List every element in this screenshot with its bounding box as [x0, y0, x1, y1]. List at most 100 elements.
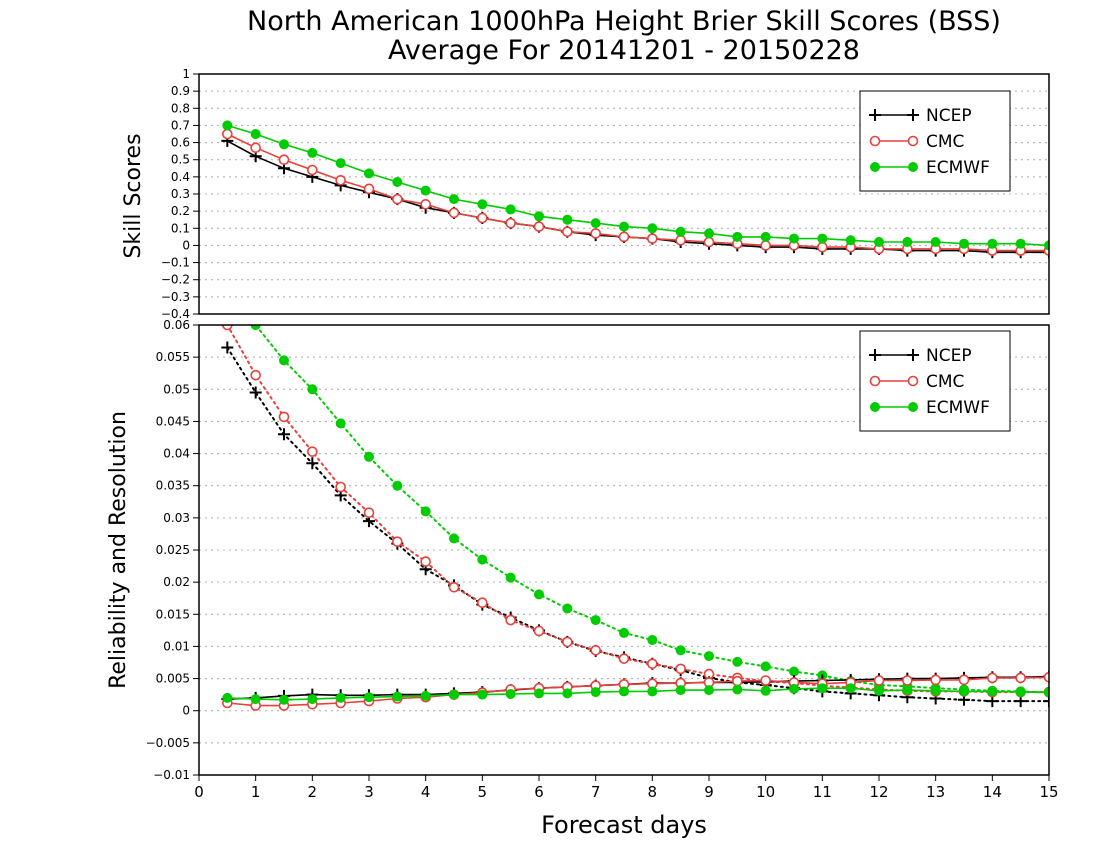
panel-2-ecmwf-reliability-series-point: [307, 694, 318, 705]
panel-2-ecmwf-reliability-series-point: [335, 692, 346, 703]
panel-1-cmc-series-point: [278, 154, 290, 166]
panel-2-ecmwf-reliability-series-point: [902, 685, 913, 696]
panel-2-ecmwf-resolution-series-point: [732, 656, 743, 667]
panel-2-y-tick-label: 0.05: [163, 382, 190, 396]
panel-1-legend-entry-ecmwf: ECMWF: [870, 158, 990, 178]
x-tick-label: 10: [756, 783, 775, 801]
panel-1-y-tick-label: 0.3: [171, 187, 190, 201]
panel-2-legend-label: ECMWF: [926, 398, 990, 418]
panel-2-cmc-reliability-series-point: [1015, 672, 1026, 684]
panel-2-cmc-resolution-series-point: [278, 411, 290, 423]
panel-1-y-tick-label: 0.8: [171, 101, 190, 115]
chart-layer: −0.4 −0.3 −0.2 −0.1 0 0.1 0.2 0.3 0.4 0.5 0.6 0.7 0.…: [146, 67, 1059, 801]
panel-2-cmc-resolution-series-point: [335, 481, 346, 493]
panel-2-cmc-reliability-series-point: [1043, 671, 1049, 683]
panel-2-y-tick-label: 0.03: [163, 511, 190, 525]
panel-2-y-tick-label: 0.04: [163, 447, 190, 461]
panel-1-cmc-series-point: [420, 198, 431, 210]
x-axis-label: Forecast days: [541, 811, 707, 839]
x-tick-label: 11: [813, 783, 832, 801]
panel-2-cmc-resolution-series-point: [533, 625, 545, 637]
panel-2-ecmwf-resolution-series-point: [562, 603, 573, 614]
panel-1-ecmwf-series-point: [279, 139, 289, 150]
panel-1-ecmwf-series-point: [307, 147, 318, 158]
panel-2-ecmwf-resolution-series-point: [647, 635, 658, 645]
panel-2-y-tick-label: −0.005: [146, 736, 190, 750]
panel-1-y-tick-label: 1: [182, 67, 190, 81]
panel-2-cmc-resolution-series-point: [392, 536, 403, 547]
panel-2-y-tick-label: 0.01: [163, 639, 190, 653]
panel-2-ecmwf-resolution-series-point: [307, 384, 318, 395]
panel-2-ncep-resolution-series-point: [278, 428, 290, 441]
panel-1-ecmwf-series-point: [789, 233, 799, 244]
panel-2-cmc-resolution-series-point: [222, 325, 233, 331]
panel-2-legend-marker: [870, 402, 880, 412]
panel-1-y-tick-label: −0.2: [161, 273, 190, 287]
panel-2-cmc-resolution-series-point: [448, 581, 460, 593]
panel-1-cmc-series-point: [222, 128, 233, 140]
panel-1-ecmwf-series-point: [222, 120, 233, 131]
panel-2-ecmwf-reliability-series-point: [675, 685, 686, 696]
panel-2-cmc-resolution-series-point: [505, 614, 516, 626]
panel-2-legend: NCEP CMC ECMWF: [859, 330, 1011, 432]
panel-1-ecmwf-series-point: [619, 221, 629, 232]
panel-2-ecmwf-resolution-series-point: [364, 451, 374, 462]
panel-2-ecmwf-reliability-series-point: [732, 684, 743, 695]
panel-2-ecmwf-resolution-series-point: [760, 661, 771, 672]
panel-1-legend-marker: [907, 109, 919, 121]
panel-1-ecmwf-series-point: [959, 238, 969, 249]
panel-1-y-tick-label: 0.9: [171, 84, 190, 98]
panel-1-legend-marker: [870, 162, 880, 172]
panel-2-plot: −0.01 −0.005 0 0.005 0.01 0.015 0.02 0.025 0.03 0…: [146, 318, 1050, 782]
panel-2-ecmwf-resolution-series-point: [675, 645, 686, 656]
panel-1-y-tick-label: −0.1: [161, 256, 190, 270]
panel-1-ecmwf-series-point: [675, 226, 686, 237]
panel-1-ecmwf-series: [222, 120, 1049, 251]
panel-1-series-group: [221, 120, 1049, 259]
panel-1-ecmwf-series-point: [845, 235, 856, 246]
panel-1-ecmwf-series-point: [817, 233, 828, 244]
panel-1-ecmwf-series-point: [477, 199, 488, 210]
panel-2-y-tick-label: 0.015: [156, 607, 190, 621]
panel-2-cmc-resolution-series-point: [307, 446, 318, 457]
x-tick-label: 1: [251, 783, 261, 801]
panel-1-frame: [198, 73, 1050, 315]
panel-1-ecmwf-series-point: [250, 129, 261, 139]
chart-subtitle: Average For 20141201 - 20150228: [388, 35, 860, 66]
x-tick-label: 7: [591, 783, 601, 801]
panel-1-ecmwf-series-point: [1044, 240, 1049, 251]
panel-2-ecmwf-reliability-series-point: [704, 685, 714, 696]
panel-2-y-tick-label: 0.06: [163, 318, 190, 332]
panel-1-cmc-series-point: [675, 234, 686, 246]
panel-1-legend-marker: [869, 135, 881, 147]
panel-2-cmc-resolution-series-point: [250, 369, 261, 381]
panel-1-ecmwf-series-point: [760, 231, 771, 242]
panel-1-y-tick-label: 0.1: [171, 221, 190, 235]
panel-1-ecmwf-series-point: [534, 211, 544, 222]
panel-1-cmc-series-point: [647, 233, 658, 244]
panel-1-ecmwf-series-point: [420, 185, 431, 196]
panel-1-y-tick-label: 0: [182, 238, 190, 252]
panel-2-legend-entry-cmc: CMC: [869, 372, 964, 392]
panel-1-legend-label: NCEP: [926, 106, 972, 126]
panel-1-cmc-series-point: [817, 241, 828, 253]
panel-2-ecmwf-reliability-series-point: [817, 683, 828, 694]
panel-2-ncep-resolution-series-point: [306, 457, 319, 470]
panel-2-ecmwf-resolution-series-point: [789, 666, 799, 677]
panel-2-cmc-resolution-series-point: [618, 653, 630, 664]
panel-2-y-tick-label: 0.025: [156, 543, 190, 557]
panel-2-ecmwf-reliability-series-point: [789, 683, 799, 694]
panel-2-ecmwf-reliability-series-point: [760, 685, 771, 696]
panel-2-y-tick-label: 0.005: [156, 672, 190, 686]
panel-2-ecmwf-reliability-series-point: [250, 694, 261, 705]
panel-2-cmc-resolution-series-point: [647, 658, 658, 670]
panel-2-ecmwf-reliability-series-point: [590, 687, 601, 698]
panel-2-ecmwf-reliability-series-point: [222, 692, 233, 703]
panel-1-cmc-series-point: [250, 142, 261, 154]
panel-2-ecmwf-reliability-series-point: [647, 686, 658, 697]
panel-1-ecmwf-series-point: [364, 168, 374, 179]
panel-2-cmc-reliability-series-point: [873, 675, 885, 686]
panel-1-ecmwf-series-point: [902, 237, 913, 247]
panel-1-y-tick-label: 0.4: [171, 170, 190, 184]
panel-1-cmc-series-point: [618, 231, 630, 243]
